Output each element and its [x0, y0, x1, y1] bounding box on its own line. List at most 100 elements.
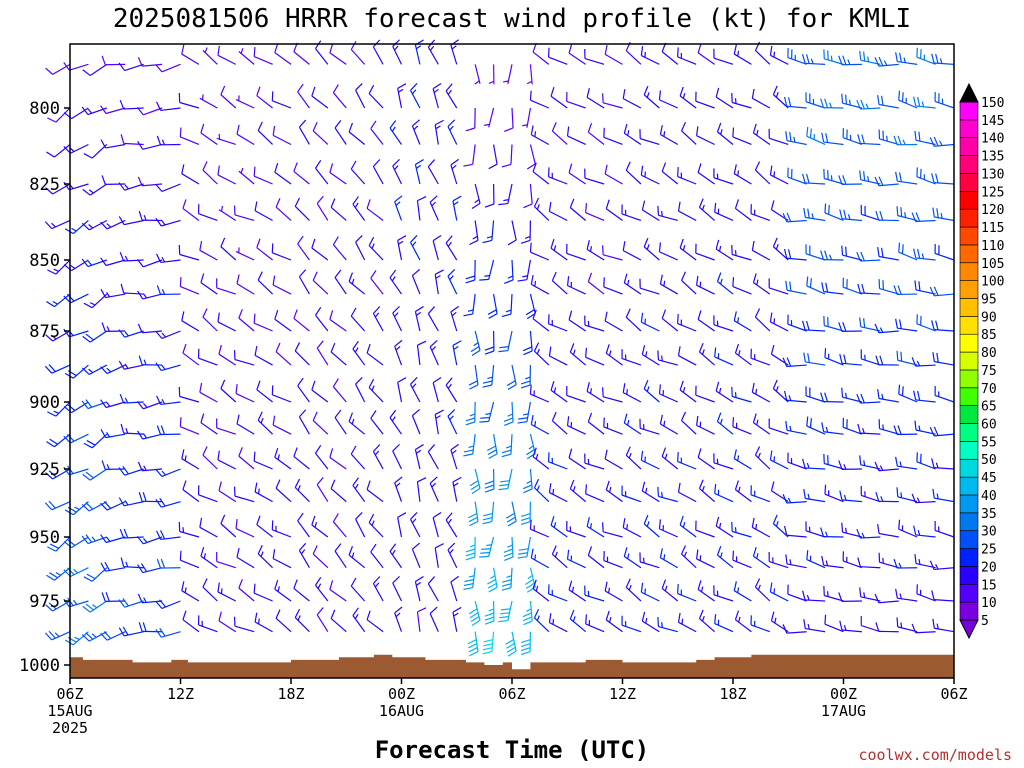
barb-flag-half — [734, 392, 737, 398]
wind-barb — [806, 276, 826, 295]
barb-staff — [805, 101, 826, 109]
barb-flag-full — [120, 283, 125, 294]
barb-flag-full — [523, 350, 533, 356]
wind-barb — [856, 528, 881, 539]
barb-flag-full — [82, 188, 91, 196]
barb-staff — [823, 141, 844, 146]
wind-barb — [254, 201, 273, 222]
barb-staff — [622, 392, 642, 403]
wind-barb — [893, 135, 918, 146]
barb-flag-half — [627, 419, 630, 426]
barb-flag-full — [677, 584, 679, 594]
barb-flag-full — [238, 447, 243, 457]
barb-staff — [311, 524, 329, 538]
barb-flag-full — [878, 176, 884, 186]
barb-flag-half — [865, 103, 869, 109]
barb-flag-half — [756, 279, 759, 286]
barb-flag-full — [809, 278, 812, 288]
barb-staff — [397, 88, 403, 109]
barb-staff — [488, 107, 495, 128]
barb-flag-full — [118, 497, 125, 507]
wind-barb — [370, 120, 384, 145]
y-tick-label: 975 — [29, 592, 60, 612]
barb-flag-half — [54, 632, 60, 638]
barb-flag-full — [138, 210, 143, 221]
barb-staff — [161, 468, 181, 478]
wind-barb — [529, 242, 550, 261]
barb-flag-full — [182, 199, 187, 209]
barb-flag-full — [368, 84, 375, 94]
wind-barb — [802, 173, 826, 185]
barb-staff — [474, 468, 481, 489]
barb-staff — [898, 99, 918, 109]
barb-flag-half — [719, 418, 723, 425]
barb-staff — [316, 347, 329, 366]
barb-flag-full — [839, 620, 843, 631]
x-tick-label: 18Z — [719, 685, 746, 703]
barb-staff — [770, 591, 789, 602]
wind-barb — [253, 47, 273, 65]
wind-barb — [697, 310, 715, 332]
colorbar-segment — [959, 244, 979, 264]
barb-flag-full — [824, 484, 827, 495]
wind-barb — [605, 344, 623, 366]
barb-flag-full — [122, 465, 129, 475]
barb-flag-full — [640, 312, 644, 323]
barb-staff — [934, 599, 955, 602]
barb-staff — [298, 550, 310, 569]
barb-staff — [733, 590, 752, 602]
wind-barb — [366, 610, 384, 633]
barb-flag-full — [253, 313, 256, 324]
wind-barb — [856, 99, 881, 110]
barb-flag-full — [587, 546, 593, 556]
barb-flag-half — [503, 80, 509, 83]
barb-flag-full — [86, 440, 96, 446]
barb-staff — [678, 355, 697, 366]
barb-staff — [786, 140, 807, 146]
barb-flag-full — [470, 616, 480, 623]
barb-staff — [878, 600, 899, 604]
wind-barb — [916, 584, 936, 602]
barb-flag-full — [482, 384, 492, 388]
barb-flag-full — [859, 317, 862, 327]
wind-barb — [272, 415, 292, 435]
wind-barb — [526, 64, 533, 85]
wind-barb — [932, 352, 955, 366]
wind-barb — [623, 123, 642, 145]
barb-flag-half — [161, 398, 166, 405]
barb-flag-half — [277, 586, 280, 592]
wind-barb — [352, 340, 366, 366]
barb-flag-full — [469, 480, 479, 487]
barb-staff — [181, 458, 200, 470]
barb-flag-half — [484, 123, 490, 126]
barb-staff — [934, 529, 955, 538]
wind-barb — [82, 600, 108, 613]
barb-flag-full — [100, 221, 108, 230]
barb-staff — [334, 550, 347, 569]
barb-flag-full — [857, 283, 861, 294]
barb-staff — [660, 423, 679, 435]
barb-flag-full — [465, 556, 475, 561]
barb-flag-full — [312, 411, 318, 421]
barb-flag-full — [806, 54, 810, 64]
wind-barb — [752, 123, 771, 145]
barb-staff — [934, 361, 955, 366]
colorbar-segment — [959, 351, 979, 371]
barb-staff — [586, 525, 605, 538]
barb-flag-full — [44, 502, 53, 511]
barb-flag-half — [848, 99, 851, 106]
wind-barb — [677, 584, 697, 602]
barb-flag-full — [447, 542, 456, 551]
wind-barb — [119, 393, 144, 404]
barb-flag-full — [661, 309, 667, 319]
barb-staff — [293, 587, 310, 602]
barb-flag-full — [901, 386, 904, 396]
barb-flag-full — [122, 626, 129, 636]
barb-flag-full — [697, 580, 702, 590]
wind-barb — [569, 609, 587, 633]
wind-barb — [334, 543, 347, 569]
x-tick-label: 06Z — [940, 685, 967, 703]
barb-staff — [532, 456, 550, 470]
barb-staff — [368, 522, 384, 538]
wind-barb — [841, 522, 863, 538]
